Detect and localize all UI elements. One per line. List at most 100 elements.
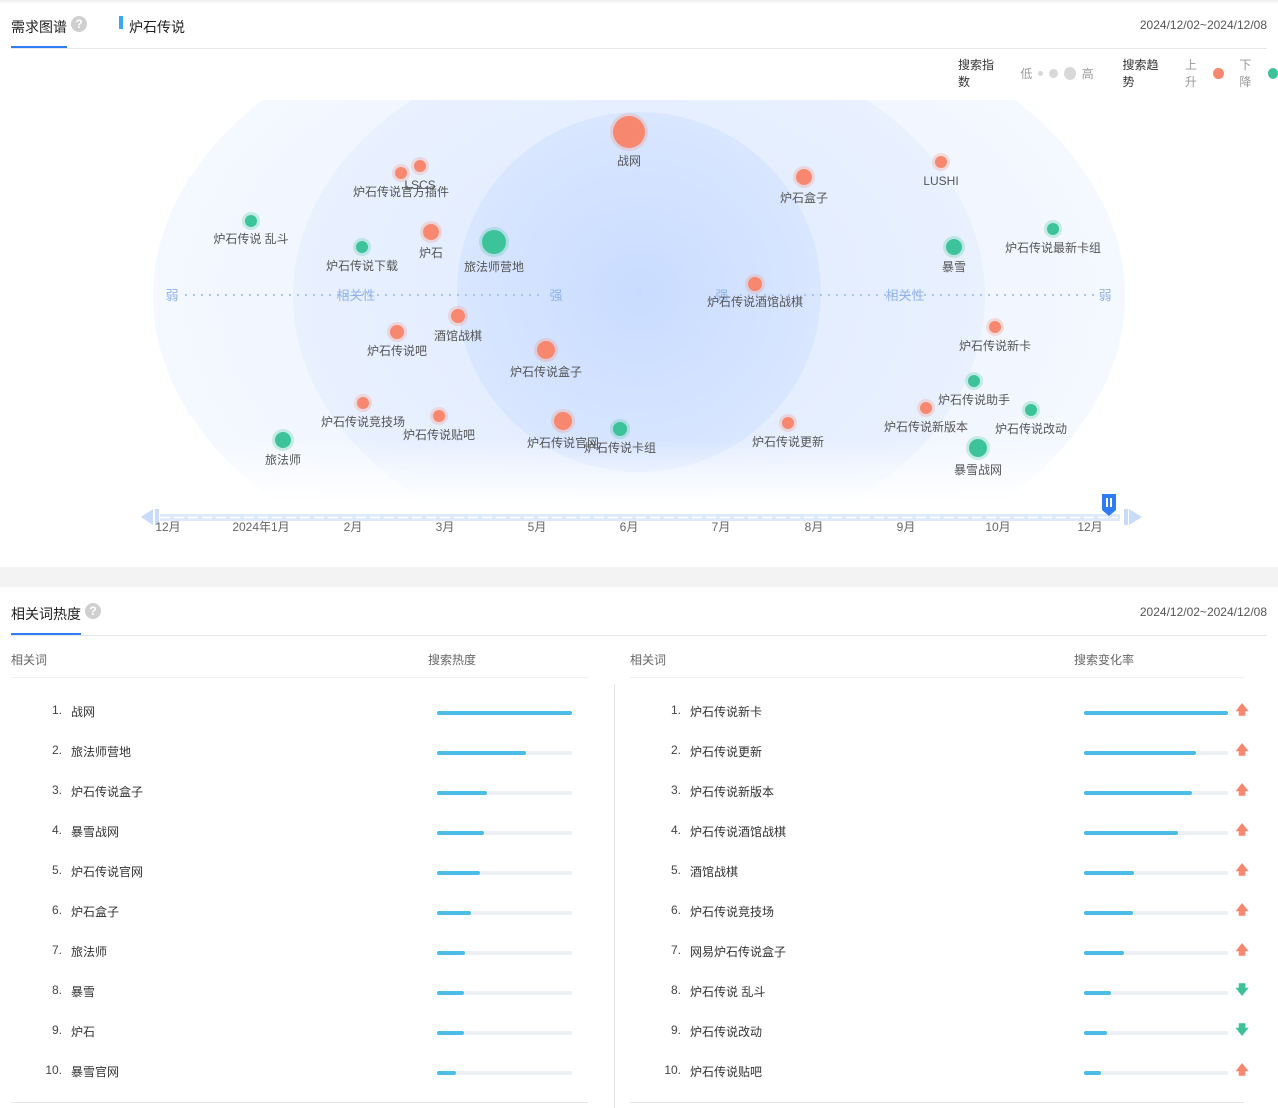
bubble-dot[interactable] [946,239,962,255]
bubble-14[interactable]: 炉石传说吧 [367,322,427,358]
timeline-next-icon[interactable] [1129,509,1142,525]
row-word[interactable]: 炉石传说酒馆战棋 [690,825,787,839]
bubble-dot[interactable] [356,241,368,253]
table-row[interactable]: 8. 暴雪 [0,983,1278,999]
help-icon[interactable]: ? [71,16,87,32]
bubble-dot[interactable] [796,169,812,185]
bubble-24[interactable]: 炉石传说改动 [995,401,1067,436]
row-word[interactable]: 炉石传说贴吧 [690,1065,763,1079]
bubble-9[interactable]: 旅法师营地 [464,227,524,274]
table-row[interactable]: 3. 炉石传说新版本 🡅 [0,782,1278,799]
bubble-2[interactable]: LSCS [404,157,436,192]
bubble-25[interactable]: 旅法师 [265,429,301,467]
row-word[interactable]: 炉石盒子 [71,905,120,919]
bubble-11[interactable]: 炉石传说最新卡组 [1005,220,1101,255]
bubble-dot[interactable] [390,325,404,339]
bubble-dot[interactable] [357,397,369,409]
timeline-handle-pause-icon[interactable] [1102,494,1116,516]
row-word[interactable]: 炉石传说新版本 [690,785,775,799]
bubble-17[interactable]: 炉石传说助手 [938,372,1010,407]
table-row[interactable]: 2. 旅法师营地 [0,743,1278,759]
table-row[interactable]: 5. 炉石传说官网 [0,863,1278,879]
bubble-dot[interactable] [245,215,257,227]
row-word[interactable]: 旅法师营地 [71,745,132,759]
table-row[interactable]: 1. 战网 [0,703,1278,719]
bubble-23[interactable]: 炉石传说新版本 [884,399,968,434]
bubble-dot[interactable] [935,156,947,168]
timeline-prev-icon[interactable] [141,509,153,525]
row-word[interactable]: 战网 [71,705,96,719]
row-word[interactable]: 网易炉石传说盒子 [690,945,787,959]
bubble-dot[interactable] [989,321,1001,333]
table-row[interactable]: 7. 网易炉石传说盒子 🡅 [0,942,1278,959]
table-row[interactable]: 7. 旅法师 [0,943,1278,959]
bubble-18[interactable]: 炉石传说竞技场 [321,394,405,429]
table-row[interactable]: 2. 炉石传说更新 🡅 [0,742,1278,759]
bubble-21[interactable]: 炉石传说卡组 [584,419,656,455]
bubble-22[interactable]: 炉石传说更新 [752,414,824,449]
table-row[interactable]: 5. 酒馆战棋 🡅 [0,862,1278,879]
row-word[interactable]: 暴雪官网 [71,1065,120,1079]
row-word[interactable]: 炉石传说新卡 [690,705,763,719]
table-row[interactable]: 6. 炉石传说竞技场 🡅 [0,902,1278,919]
bubble-dot[interactable] [433,410,445,422]
table-row[interactable]: 9. 炉石 [0,1023,1278,1039]
bubble-dot[interactable] [537,341,555,359]
bubble-dot[interactable] [920,402,932,414]
table-row[interactable]: 1. 炉石传说新卡 🡅 [0,702,1278,719]
bubble-19[interactable]: 炉石传说贴吧 [403,407,475,442]
bubble-dot[interactable] [395,167,407,179]
bubble-3[interactable]: 炉石传说官方插件 [353,164,449,199]
bubble-26[interactable]: 暴雪战网 [954,436,1002,477]
bubble-dot[interactable] [275,432,291,448]
bubble-10[interactable]: 暴雪 [942,236,966,274]
bubble-dot[interactable] [423,224,439,240]
row-word[interactable]: 炉石 [71,1025,96,1039]
tab-demand-graph[interactable]: 需求图谱 [11,19,67,35]
row-word[interactable]: 酒馆战棋 [690,865,739,879]
table-row[interactable]: 4. 炉石传说酒馆战棋 🡅 [0,822,1278,839]
bubble-dot[interactable] [414,160,426,172]
bubble-5[interactable]: LUSHI [923,153,959,188]
bubble-dot[interactable] [1047,223,1059,235]
bubble-dot[interactable] [613,422,627,436]
row-word[interactable]: 炉石传说 乱斗 [690,985,766,999]
bubble-1[interactable]: 战网 [610,113,648,168]
help-icon-2[interactable]: ? [85,603,101,619]
bubble-dot[interactable] [969,439,987,457]
row-word[interactable]: 炉石传说竞技场 [690,905,775,919]
row-word[interactable]: 暴雪战网 [71,825,120,839]
bubble-dot[interactable] [451,309,465,323]
row-word[interactable]: 炉石传说更新 [690,745,763,759]
bubble-15[interactable]: 炉石传说盒子 [510,338,582,379]
row-word[interactable]: 炉石传说官网 [71,865,144,879]
bubble-6[interactable]: 炉石传说 乱斗 [213,212,289,246]
table-row[interactable]: 10. 暴雪官网 [0,1063,1278,1079]
table-row[interactable]: 9. 炉石传说改动 🡇 [0,1022,1278,1039]
bubble-dot[interactable] [1025,404,1037,416]
bubble-4[interactable]: 炉石盒子 [780,166,828,205]
row-word[interactable]: 炉石传说盒子 [71,785,144,799]
bubble-dot[interactable] [482,230,506,254]
bubble-12[interactable]: 炉石传说酒馆战棋 [707,274,803,309]
bubble-8[interactable]: 炉石 [419,221,443,260]
row-word[interactable]: 旅法师 [71,945,108,959]
tab-related-heat[interactable]: 相关词热度 [11,606,81,622]
table-row[interactable]: 10. 炉石传说贴吧 🡅 [0,1062,1278,1079]
bubble-dot[interactable] [748,277,762,291]
bubble-dot[interactable] [554,412,572,430]
table-row[interactable]: 8. 炉石传说 乱斗 🡇 [0,982,1278,999]
bubble-16[interactable]: 炉石传说新卡 [959,318,1031,353]
bubble-dot[interactable] [968,375,980,387]
row-word[interactable]: 炉石传说改动 [690,1025,763,1039]
bubble-dot[interactable] [613,116,645,148]
timeline-slider[interactable] [141,494,1142,525]
table-row[interactable]: 4. 暴雪战网 [0,823,1278,839]
bubble-13[interactable]: 酒馆战棋 [434,306,482,343]
table-row[interactable]: 3. 炉石传说盒子 [0,783,1278,799]
bubble-dot[interactable] [782,417,794,429]
table-row[interactable]: 6. 炉石盒子 [0,903,1278,919]
row-word[interactable]: 暴雪 [71,985,96,999]
bubble-7[interactable]: 炉石传说下载 [326,238,398,273]
bubble-20[interactable]: 炉石传说官网 [527,409,599,450]
